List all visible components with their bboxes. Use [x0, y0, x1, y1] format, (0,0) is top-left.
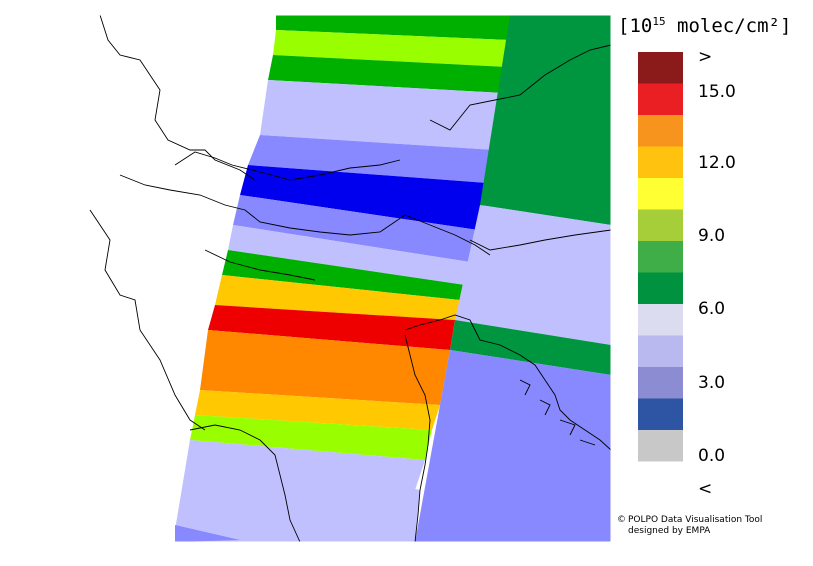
legend-title: [1015 molec/cm²] [618, 15, 791, 37]
swath-bottom-lavender [175, 440, 420, 542]
swath-band-2 [268, 55, 507, 93]
legend-swatch-6 [638, 241, 683, 273]
legend-tick-4: 6.0 [698, 299, 725, 319]
swath-band-1 [273, 30, 510, 67]
croatia-islands [519, 379, 596, 446]
legend-tick-2: 12.0 [698, 153, 736, 173]
legend-tick-6: 0.0 [698, 446, 725, 466]
legend-color-scale [638, 52, 683, 462]
legend-swatch-10 [638, 367, 683, 399]
legend-swatch-5 [638, 209, 683, 241]
slovenia-border [469, 229, 612, 251]
legend-tick-5: 3.0 [698, 373, 725, 393]
tuscany-coast [189, 424, 301, 543]
right-swath-periwinkle [415, 350, 611, 542]
legend-swatch-11 [638, 398, 683, 430]
right-swath-lavender [455, 205, 611, 345]
legend-swatch-12 [638, 430, 683, 462]
right-swath-green-mid [450, 320, 611, 375]
swath-band-3 [260, 80, 503, 150]
swath-band-7 [228, 225, 470, 285]
adriatic-coast-north [404, 314, 612, 451]
legend: [1015 molec/cm²] >15.0 12.0 9.0 6.0 3.0 0.0 < [618, 15, 791, 499]
swath-band-6 [233, 195, 478, 262]
legend-tick-3: 9.0 [698, 226, 725, 246]
legend-tick-1: 15.0 [698, 82, 736, 102]
france-border [99, 14, 256, 181]
credit-line-2: designed by EMPA [628, 526, 711, 536]
map-frame [16, 14, 612, 543]
legend-tick-labels: >15.0 12.0 9.0 6.0 3.0 0.0 < [698, 47, 736, 499]
copyright-icon: © [617, 515, 626, 525]
swath-band-0 [276, 15, 513, 40]
credit-block: © POLPO Data Visualisation Tool designed… [617, 515, 762, 536]
satellite-swaths [175, 15, 611, 542]
legend-swatch-3 [638, 146, 683, 178]
alps-border [119, 174, 491, 256]
legend-swatch-7 [638, 272, 683, 304]
legend-tick-7: < [698, 479, 712, 499]
austria-border [429, 44, 612, 131]
swath-band-4 [248, 135, 495, 183]
legend-swatch-2 [638, 115, 683, 147]
right-swath-green-top [480, 15, 611, 225]
swath-band-12 [195, 390, 440, 430]
swath-band-10 [208, 305, 455, 350]
swath-band-9 [215, 275, 460, 320]
legend-swatch-8 [638, 304, 683, 336]
legend-tick-0: > [698, 47, 712, 67]
swath-band-5 [240, 165, 487, 230]
credit-line-1: POLPO Data Visualisation Tool [628, 515, 762, 525]
switzerland-border [174, 151, 401, 181]
swath-band-11 [200, 330, 450, 405]
legend-swatch-0 [638, 52, 683, 84]
po-valley-border [204, 249, 316, 281]
italy-west-border [89, 209, 206, 431]
legend-swatch-1 [638, 83, 683, 115]
adriatic-coast-west [404, 334, 431, 543]
swath-band-13 [190, 415, 432, 460]
legend-swatch-4 [638, 178, 683, 210]
country-borders [89, 14, 612, 543]
legend-swatch-9 [638, 335, 683, 367]
swath-band-8 [222, 250, 465, 300]
swath-bottom-blue [175, 525, 240, 542]
